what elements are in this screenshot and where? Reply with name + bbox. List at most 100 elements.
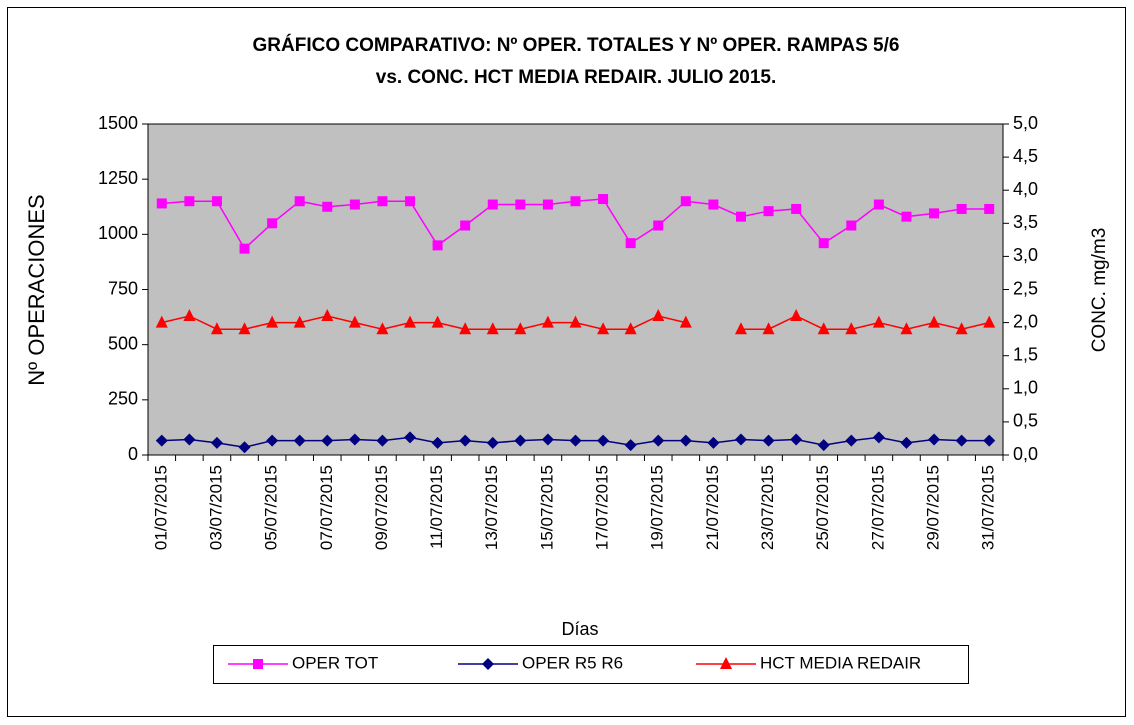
chart-title: GRÁFICO COMPARATIVO: Nº OPER. TOTALES Y …: [253, 34, 900, 56]
x-tick-label: 19/07/2015: [648, 465, 667, 550]
y-tick-label: 250: [108, 389, 138, 409]
y-axis-title: Nº OPERACIONES: [24, 194, 49, 385]
marker-triangle: [155, 315, 168, 328]
marker-diamond: [983, 434, 996, 447]
marker-diamond: [482, 658, 494, 670]
x-tick-label: 05/07/2015: [262, 465, 281, 550]
y-tick-label: 1250: [98, 168, 138, 188]
marker-square: [184, 196, 195, 207]
marker-triangle: [431, 315, 444, 328]
marker-square: [349, 199, 360, 210]
y2-tick-label: 4,0: [1013, 179, 1038, 199]
marker-square: [515, 199, 526, 210]
marker-square: [487, 199, 498, 210]
x-tick-label: 27/07/2015: [868, 465, 887, 550]
y-tick-label: 0: [128, 444, 138, 464]
marker-square: [763, 206, 774, 217]
x-tick-label: 29/07/2015: [924, 465, 943, 550]
marker-square: [984, 203, 995, 214]
marker-diamond: [541, 433, 554, 446]
marker-diamond: [790, 433, 803, 446]
chart-title: vs. CONC. HCT MEDIA REDAIR. JULIO 2015.: [376, 67, 776, 88]
y2-tick-label: 5,0: [1013, 113, 1038, 133]
marker-square: [294, 196, 305, 207]
marker-square: [156, 198, 167, 209]
marker-diamond: [210, 436, 223, 449]
marker-diamond: [955, 434, 968, 447]
marker-diamond: [817, 439, 830, 452]
marker-diamond: [266, 434, 279, 447]
x-axis-title: Días: [561, 619, 598, 639]
marker-square: [405, 196, 416, 207]
marker-triangle: [679, 315, 692, 328]
marker-diamond: [707, 436, 720, 449]
legend-label: HCT MEDIA REDAIR: [760, 653, 921, 672]
marker-diamond: [928, 433, 941, 446]
y-tick-label: 1500: [98, 113, 138, 133]
marker-diamond: [900, 436, 913, 449]
y-tick-label: 500: [108, 333, 138, 353]
series-line: [740, 315, 990, 330]
marker-diamond: [238, 441, 251, 454]
marker-square: [377, 196, 388, 207]
marker-square: [929, 208, 940, 219]
marker-diamond: [486, 436, 499, 449]
marker-diamond: [155, 434, 168, 447]
marker-diamond: [293, 434, 306, 447]
marker-diamond: [321, 434, 334, 447]
marker-diamond: [652, 434, 665, 447]
y-tick-label: 750: [108, 278, 138, 298]
marker-triangle: [459, 322, 472, 335]
marker-triangle: [238, 322, 251, 335]
marker-square: [432, 240, 443, 251]
marker-triangle: [652, 308, 665, 321]
marker-triangle: [734, 322, 747, 335]
marker-triangle: [817, 322, 830, 335]
series-line: [161, 315, 686, 330]
marker-square: [956, 203, 967, 214]
x-tick-label: 09/07/2015: [372, 465, 391, 550]
x-tick-label: 11/07/2015: [427, 465, 446, 549]
marker-diamond: [679, 434, 692, 447]
x-tick-label: 13/07/2015: [482, 465, 501, 550]
marker-square: [791, 203, 802, 214]
y2-tick-label: 1,5: [1013, 344, 1038, 364]
marker-diamond: [597, 434, 610, 447]
marker-triangle: [955, 322, 968, 335]
marker-triangle: [183, 308, 196, 321]
x-tick-label: 07/07/2015: [317, 465, 336, 550]
marker-triangle: [514, 322, 527, 335]
marker-diamond: [845, 434, 858, 447]
y2-tick-label: 0,5: [1013, 411, 1038, 431]
y2-axis-title: CONC. mg/m3: [1089, 228, 1110, 353]
marker-square: [598, 194, 609, 205]
marker-square: [846, 220, 857, 231]
marker-diamond: [872, 431, 885, 444]
x-tick-label: 31/07/2015: [979, 465, 998, 550]
x-tick-label: 21/07/2015: [703, 465, 722, 550]
marker-diamond: [404, 431, 417, 444]
marker-square: [267, 218, 278, 229]
x-tick-label: 23/07/2015: [758, 465, 777, 550]
marker-square: [653, 220, 664, 231]
y2-tick-label: 3,5: [1013, 212, 1038, 232]
legend: OPER TOT OPER R5 R6 HCT MEDIA REDAIR: [213, 645, 969, 684]
marker-triangle: [845, 322, 858, 335]
marker-triangle: [900, 322, 913, 335]
marker-square: [625, 238, 636, 249]
marker-triangle: [790, 308, 803, 321]
legend-label: OPER R5 R6: [522, 653, 623, 672]
marker-square: [680, 196, 691, 207]
marker-triangle: [872, 315, 885, 328]
marker-diamond: [348, 433, 361, 446]
marker-triangle: [983, 315, 996, 328]
marker-square: [901, 211, 912, 222]
marker-diamond: [569, 434, 582, 447]
marker-triangle: [321, 308, 334, 321]
marker-triangle: [569, 315, 582, 328]
plot-area: [147, 123, 1004, 456]
y2-tick-label: 3,0: [1013, 245, 1038, 265]
marker-triangle: [376, 322, 389, 335]
marker-triangle: [597, 322, 610, 335]
